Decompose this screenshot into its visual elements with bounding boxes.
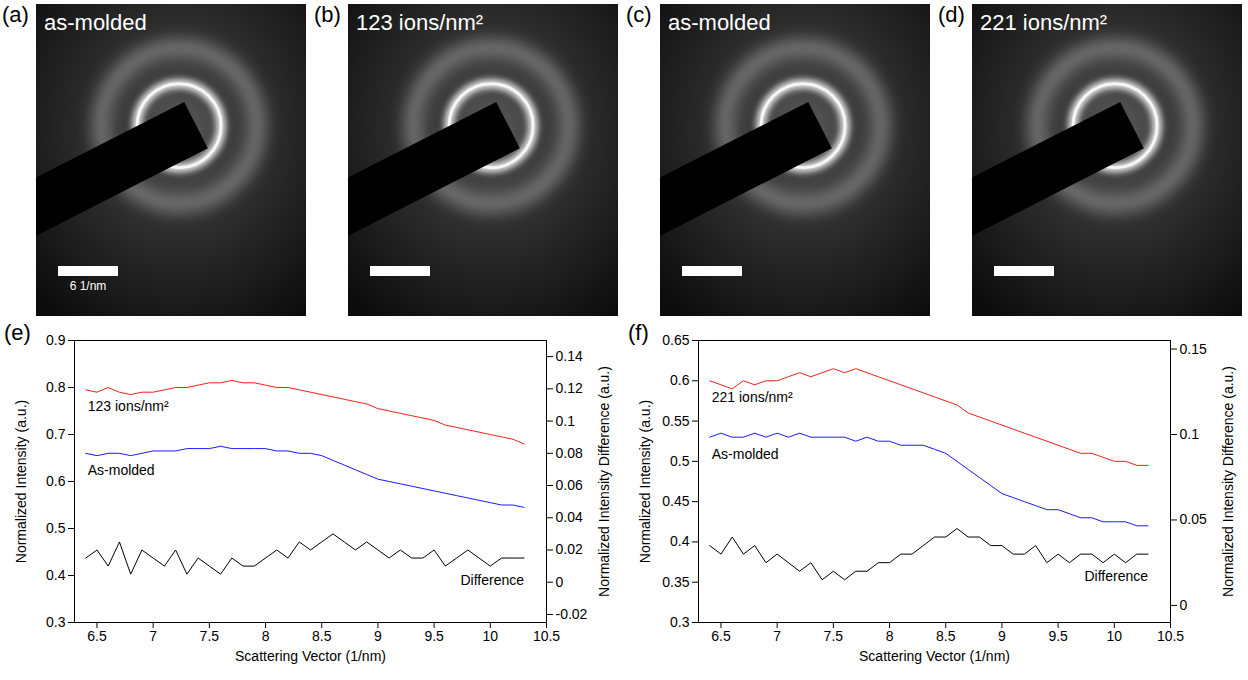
svg-text:0.06: 0.06 (556, 477, 583, 493)
svg-text:As-molded: As-molded (88, 462, 155, 478)
svg-text:0.05: 0.05 (1180, 511, 1207, 527)
svg-text:7.5: 7.5 (824, 628, 844, 644)
svg-text:0.5: 0.5 (670, 453, 690, 469)
svg-text:Normalized Intensity (a.u.): Normalized Intensity (a.u.) (637, 400, 653, 563)
svg-text:(c): (c) (626, 2, 652, 27)
svg-text:0.35: 0.35 (662, 574, 689, 590)
svg-text:9: 9 (998, 628, 1006, 644)
html-text:(f): (f) (628, 320, 649, 345)
svg-text:7: 7 (149, 628, 157, 644)
svg-text:9.5: 9.5 (1048, 628, 1068, 644)
svg-text:6.5: 6.5 (711, 628, 731, 644)
svg-text:0.3: 0.3 (670, 614, 690, 630)
svg-text:0.6: 0.6 (46, 473, 66, 489)
svg-text:8: 8 (886, 628, 894, 644)
svg-text:0.04: 0.04 (556, 509, 583, 525)
svg-text:0.15: 0.15 (1180, 341, 1207, 357)
html-text:(e): (e) (4, 320, 31, 345)
svg-text:0: 0 (1180, 597, 1188, 613)
svg-text:221 ions/nm²: 221 ions/nm² (712, 389, 793, 405)
svg-text:0: 0 (556, 574, 564, 590)
svg-text:9: 9 (374, 628, 382, 644)
svg-text:0.4: 0.4 (670, 533, 690, 549)
svg-text:10.5: 10.5 (533, 628, 560, 644)
svg-text:(a): (a) (2, 2, 29, 27)
svg-text:6.5: 6.5 (87, 628, 107, 644)
svg-text:0.1: 0.1 (556, 413, 576, 429)
svg-text:0.65: 0.65 (662, 332, 689, 348)
svg-text:0.1: 0.1 (1180, 426, 1200, 442)
svg-text:(d): (d) (938, 2, 965, 27)
svg-text:0.7: 0.7 (46, 426, 66, 442)
svg-text:0.12: 0.12 (556, 380, 583, 396)
svg-text:-0.02: -0.02 (556, 606, 588, 622)
svg-text:Difference: Difference (1084, 568, 1148, 584)
svg-text:0.8: 0.8 (46, 379, 66, 395)
svg-text:Normalized Intensity Differenc: Normalized Intensity Difference (a.u.) (596, 366, 612, 597)
svg-text:0.55: 0.55 (662, 413, 689, 429)
svg-text:0.08: 0.08 (556, 445, 583, 461)
svg-text:Normalized Intensity (a.u.): Normalized Intensity (a.u.) (13, 400, 29, 563)
svg-text:0.5: 0.5 (46, 520, 66, 536)
svg-text:As-molded: As-molded (712, 446, 779, 462)
svg-text:123 ions/nm²: 123 ions/nm² (88, 398, 169, 414)
svg-text:7.5: 7.5 (200, 628, 220, 644)
svg-text:123 ions/nm²: 123 ions/nm² (356, 10, 483, 35)
svg-text:Scattering Vector (1/nm): Scattering Vector (1/nm) (235, 648, 386, 664)
svg-text:0.45: 0.45 (662, 493, 689, 509)
svg-text:10.5: 10.5 (1157, 628, 1184, 644)
svg-text:0.4: 0.4 (46, 567, 66, 583)
svg-text:0.6: 0.6 (670, 372, 690, 388)
svg-text:7: 7 (773, 628, 781, 644)
svg-text:(b): (b) (314, 2, 341, 27)
svg-text:Difference: Difference (460, 572, 524, 588)
svg-text:8.5: 8.5 (936, 628, 956, 644)
svg-text:10: 10 (483, 628, 499, 644)
svg-text:0.9: 0.9 (46, 332, 66, 348)
svg-text:9.5: 9.5 (424, 628, 444, 644)
svg-text:6 1/nm: 6 1/nm (70, 279, 107, 293)
svg-text:Normalized Intensity Differenc: Normalized Intensity Difference (a.u.) (1220, 366, 1236, 597)
svg-text:8.5: 8.5 (312, 628, 332, 644)
svg-text:Scattering Vector (1/nm): Scattering Vector (1/nm) (859, 648, 1010, 664)
svg-text:0.02: 0.02 (556, 541, 583, 557)
svg-text:10: 10 (1107, 628, 1123, 644)
svg-text:as-molded: as-molded (668, 10, 771, 35)
svg-text:221 ions/nm²: 221 ions/nm² (980, 10, 1107, 35)
svg-text:0.3: 0.3 (46, 614, 66, 630)
svg-text:as-molded: as-molded (44, 10, 147, 35)
svg-text:0.14: 0.14 (556, 348, 583, 364)
svg-text:8: 8 (262, 628, 270, 644)
